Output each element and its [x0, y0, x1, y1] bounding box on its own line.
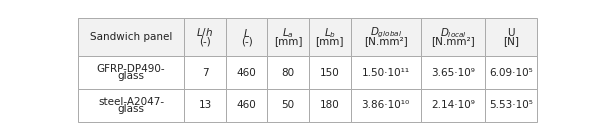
- Text: 2.14·10⁹: 2.14·10⁹: [431, 100, 475, 110]
- Text: steel-A2047-: steel-A2047-: [98, 97, 164, 107]
- Bar: [78, 18, 184, 56]
- Bar: [309, 18, 350, 56]
- Text: [mm]: [mm]: [274, 36, 302, 46]
- Bar: [78, 89, 184, 122]
- Bar: [184, 89, 226, 122]
- Text: 150: 150: [320, 68, 340, 78]
- Text: 5.53·10⁵: 5.53·10⁵: [489, 100, 533, 110]
- Bar: [184, 56, 226, 89]
- Text: Sandwich panel: Sandwich panel: [90, 32, 172, 42]
- Text: 7: 7: [202, 68, 208, 78]
- Bar: [350, 89, 421, 122]
- Text: 13: 13: [199, 100, 212, 110]
- Text: 6.09·10⁵: 6.09·10⁵: [489, 68, 533, 78]
- Text: U: U: [508, 28, 515, 38]
- Text: $\mathit{D}_{global}$: $\mathit{D}_{global}$: [370, 26, 401, 40]
- Bar: [226, 56, 268, 89]
- Bar: [485, 56, 537, 89]
- Text: $\mathit{D}_{local}$: $\mathit{D}_{local}$: [440, 26, 466, 40]
- Text: GFRP-DP490-: GFRP-DP490-: [97, 64, 166, 74]
- Text: $\mathit{L}_{b}$: $\mathit{L}_{b}$: [324, 26, 336, 40]
- Text: 50: 50: [281, 100, 295, 110]
- Text: 460: 460: [236, 100, 256, 110]
- Bar: [350, 18, 421, 56]
- Bar: [421, 56, 485, 89]
- Text: [mm]: [mm]: [316, 36, 344, 46]
- Bar: [485, 89, 537, 122]
- Bar: [309, 89, 350, 122]
- Text: [N]: [N]: [503, 36, 519, 46]
- Text: (-): (-): [199, 36, 211, 46]
- Text: 180: 180: [320, 100, 340, 110]
- Text: 460: 460: [236, 68, 256, 78]
- Bar: [421, 89, 485, 122]
- Bar: [78, 56, 184, 89]
- Text: 3.65·10⁹: 3.65·10⁹: [431, 68, 475, 78]
- Bar: [350, 56, 421, 89]
- Text: 80: 80: [281, 68, 295, 78]
- Bar: [309, 56, 350, 89]
- Bar: [421, 18, 485, 56]
- Text: glass: glass: [118, 104, 145, 114]
- Bar: [184, 18, 226, 56]
- Text: 1.50·10¹¹: 1.50·10¹¹: [362, 68, 410, 78]
- Text: [N.mm²]: [N.mm²]: [431, 36, 475, 46]
- Text: [N.mm²]: [N.mm²]: [364, 36, 407, 46]
- Bar: [226, 89, 268, 122]
- Text: glass: glass: [118, 71, 145, 81]
- Text: 3.86·10¹⁰: 3.86·10¹⁰: [362, 100, 410, 110]
- Bar: [268, 89, 309, 122]
- Text: $\mathit{L/h}$: $\mathit{L/h}$: [196, 26, 214, 39]
- Bar: [268, 18, 309, 56]
- Text: (-): (-): [241, 36, 253, 46]
- Bar: [485, 18, 537, 56]
- Bar: [268, 56, 309, 89]
- Text: $\mathit{L}$: $\mathit{L}$: [243, 27, 250, 39]
- Bar: [226, 18, 268, 56]
- Text: $\mathit{L}_{a}$: $\mathit{L}_{a}$: [282, 26, 294, 40]
